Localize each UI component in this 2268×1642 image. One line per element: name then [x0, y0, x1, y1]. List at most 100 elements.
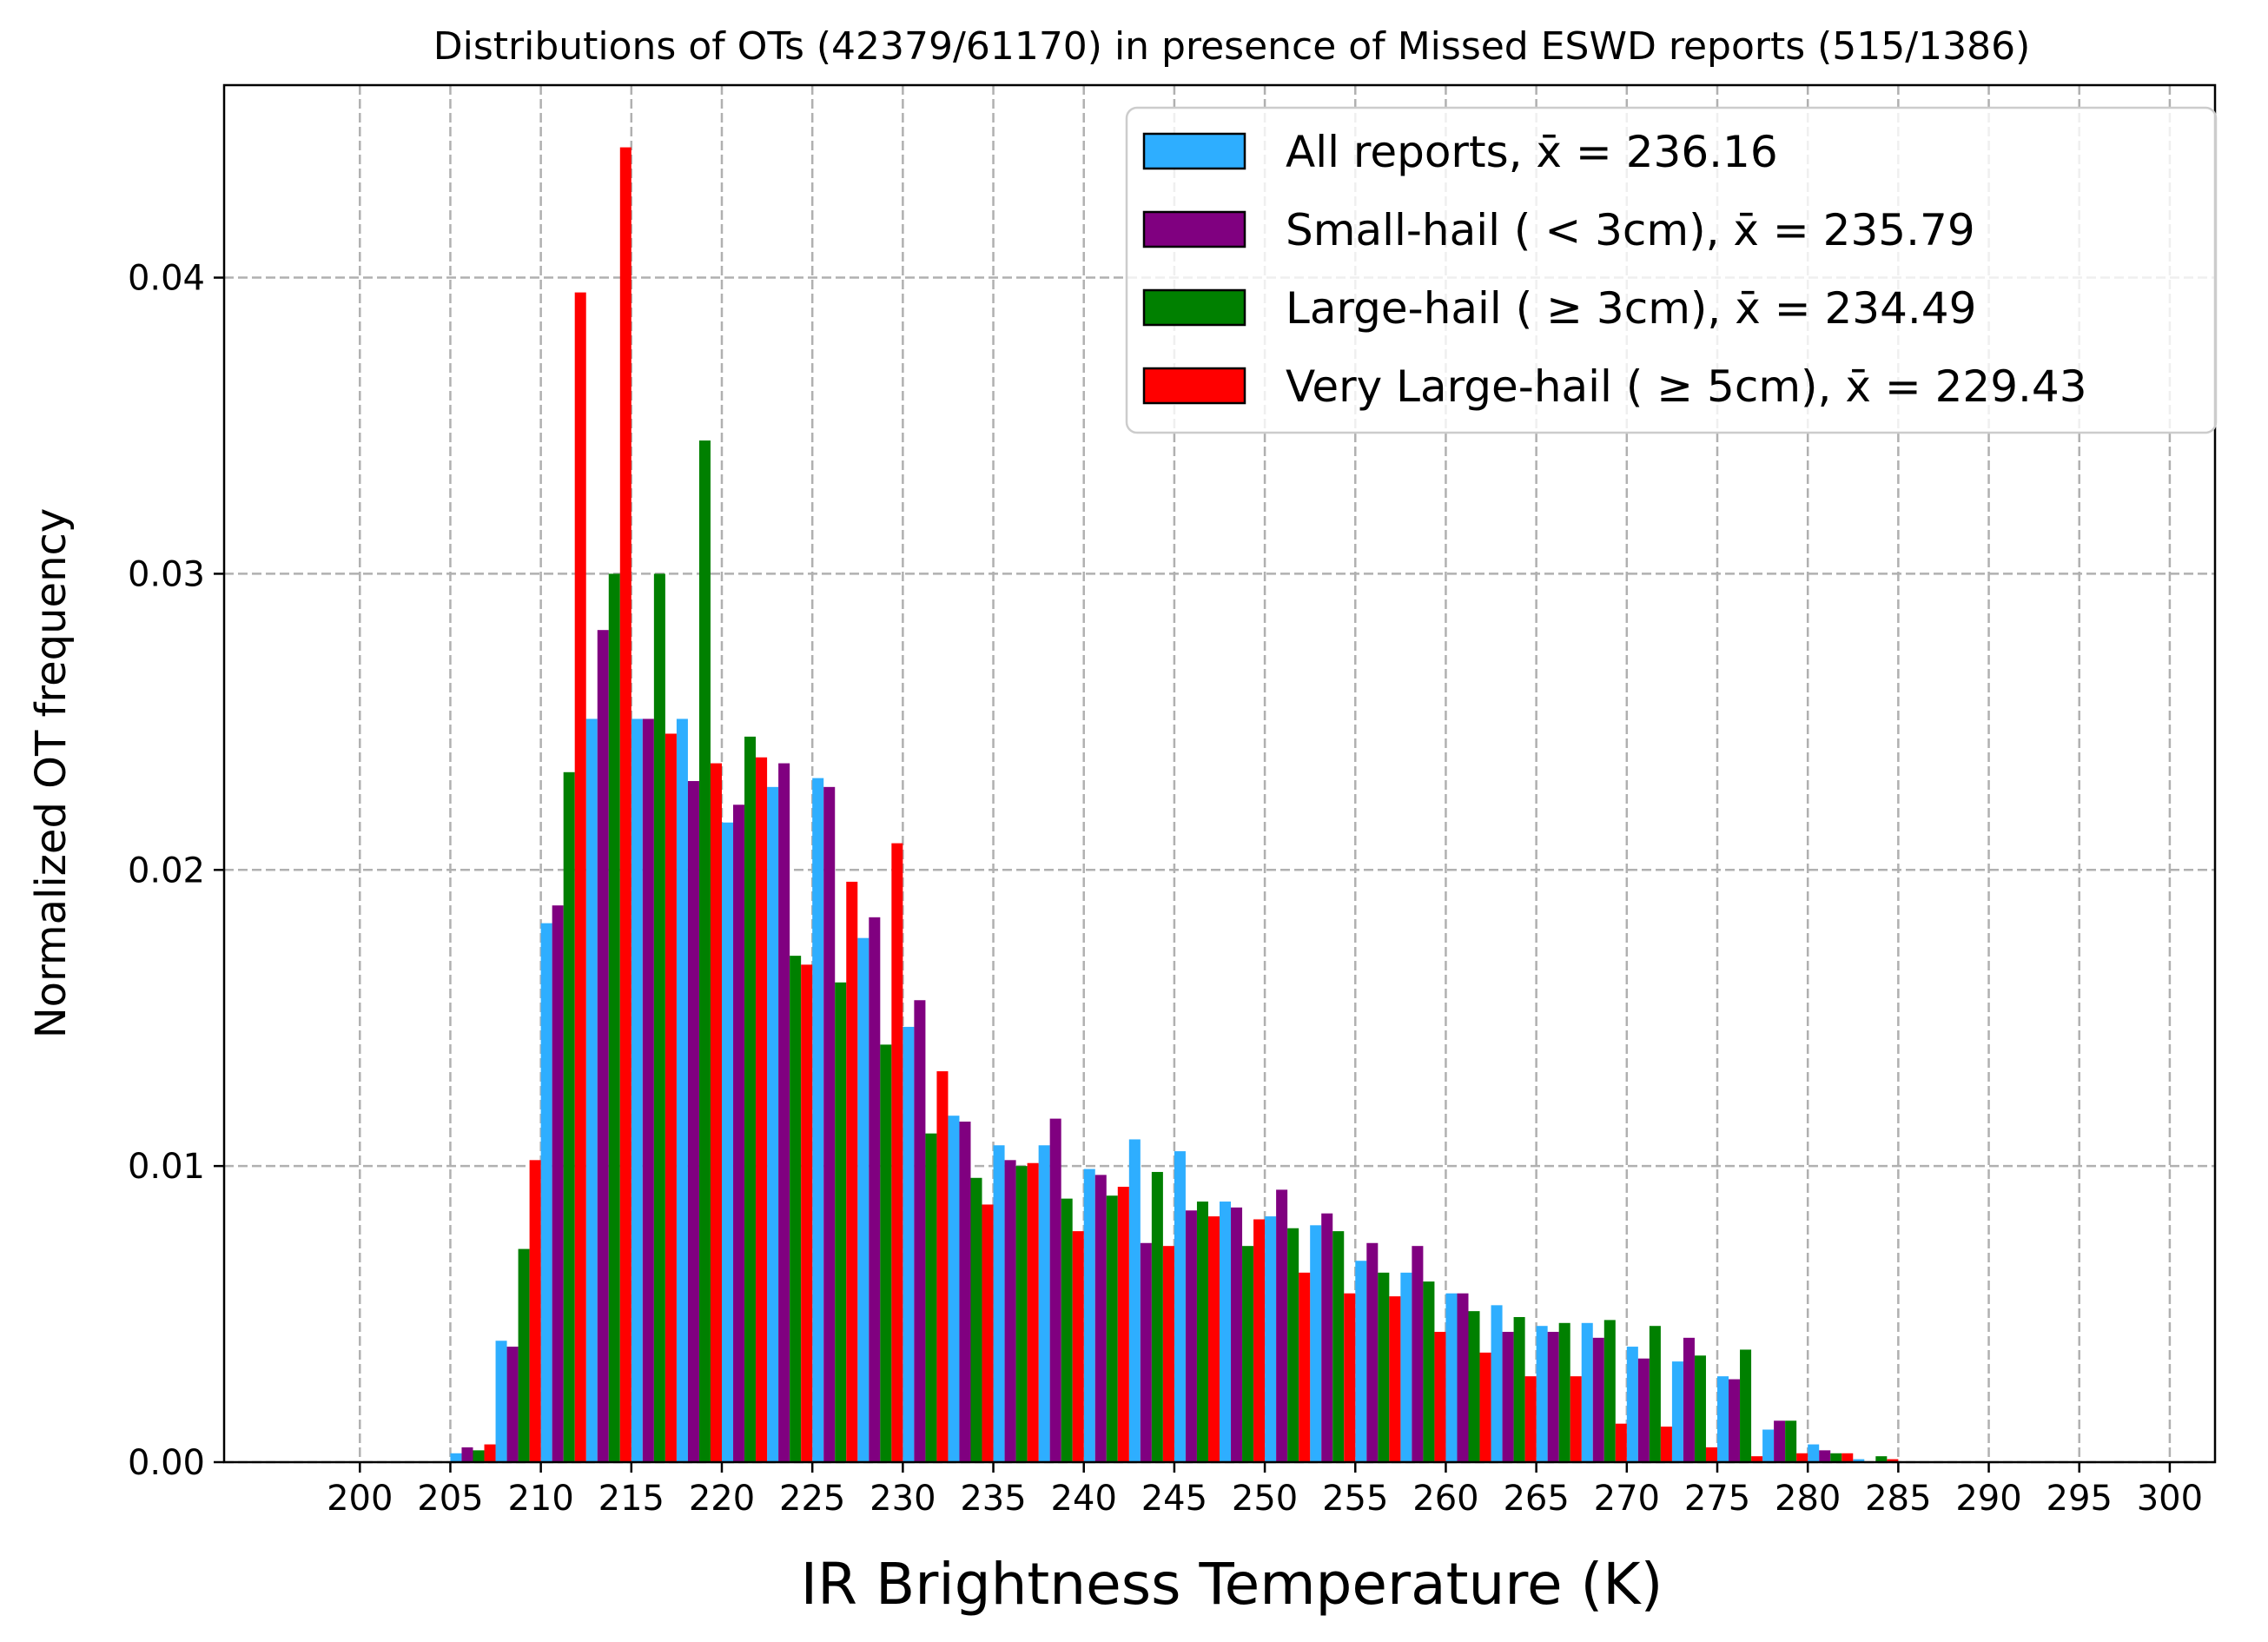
- legend-label: Large-hail ( ≥ 3cm), x̄ = 234.49: [1286, 283, 1976, 334]
- bar-all-reports: [1220, 1202, 1232, 1462]
- legend-swatch: [1142, 367, 1246, 405]
- bar-large-hail: [1694, 1355, 1706, 1462]
- x-axis-label: IR Brightness Temperature (K): [801, 1551, 1663, 1618]
- bar-small-hail: [959, 1122, 971, 1462]
- x-tick-label: 270: [1594, 1479, 1660, 1519]
- y-tick-label: 0.02: [128, 851, 205, 891]
- bar-very-large-hail: [1162, 1246, 1174, 1462]
- bar-small-hail: [1321, 1213, 1333, 1462]
- bar-very-large-hail: [710, 763, 722, 1462]
- legend-label: Small-hail ( < 3cm), x̄ = 235.79: [1286, 205, 1975, 255]
- bar-large-hail: [1785, 1420, 1797, 1462]
- x-tick-label: 295: [2046, 1479, 2113, 1519]
- x-tick-label: 265: [1503, 1479, 1569, 1519]
- bar-all-reports: [1083, 1169, 1095, 1462]
- bar-all-reports: [540, 923, 552, 1462]
- bar-all-reports: [722, 822, 734, 1462]
- bar-all-reports: [1536, 1326, 1548, 1462]
- bar-large-hail: [1740, 1349, 1752, 1462]
- bar-large-hail: [473, 1450, 485, 1462]
- plot-frame: [222, 83, 2217, 1464]
- bar-large-hail: [1513, 1316, 1525, 1462]
- bar-large-hail: [925, 1133, 937, 1462]
- bar-very-large-hail: [1389, 1296, 1401, 1462]
- y-axis-ticks: 0.00 0.01 0.02 0.03 0.04: [128, 259, 224, 1483]
- legend-swatch: [1142, 132, 1246, 170]
- bar-large-hail: [1875, 1456, 1888, 1462]
- bar-small-hail: [506, 1347, 519, 1462]
- bar-very-large-hail: [846, 881, 858, 1462]
- bar-very-large-hail: [1434, 1332, 1446, 1462]
- bar-very-large-hail: [1253, 1219, 1266, 1462]
- y-axis-label: Normalized OT frequency: [27, 508, 76, 1039]
- bar-small-hail: [642, 718, 654, 1462]
- bar-all-reports: [857, 937, 870, 1462]
- bar-small-hail: [823, 786, 836, 1462]
- bar-very-large-hail: [1479, 1352, 1491, 1462]
- bar-small-hail: [687, 781, 699, 1462]
- bar-large-hail: [1061, 1198, 1073, 1462]
- bar-small-hail: [1231, 1207, 1243, 1462]
- bar-small-hail: [1592, 1337, 1604, 1462]
- x-tick-label: 275: [1684, 1479, 1750, 1519]
- legend-label: Very Large-hail ( ≥ 5cm), x̄ = 229.43: [1286, 361, 2087, 412]
- bar-large-hail: [608, 573, 620, 1462]
- bar-large-hail: [653, 573, 665, 1462]
- bar-all-reports: [1808, 1444, 1820, 1462]
- bar-very-large-hail: [1842, 1453, 1854, 1462]
- bar-small-hail: [552, 905, 564, 1462]
- bar-all-reports: [767, 786, 779, 1462]
- bar-small-hail: [1276, 1189, 1288, 1462]
- bar-small-hail: [1502, 1332, 1514, 1462]
- bar-all-reports: [948, 1116, 960, 1462]
- bar-large-hail: [1649, 1326, 1661, 1462]
- bar-very-large-hail: [936, 1071, 949, 1462]
- bar-small-hail: [1457, 1293, 1469, 1462]
- bar-small-hail: [1729, 1379, 1741, 1462]
- bar-very-large-hail: [1207, 1216, 1220, 1462]
- bar-all-reports: [1445, 1293, 1458, 1462]
- bar-all-reports: [676, 718, 688, 1462]
- bars: [450, 147, 1899, 1463]
- bar-very-large-hail: [574, 292, 586, 1462]
- bar-very-large-hail: [1570, 1376, 1582, 1462]
- bar-small-hail: [778, 763, 790, 1462]
- bar-all-reports: [1581, 1322, 1593, 1462]
- bar-very-large-hail: [1705, 1447, 1717, 1462]
- bar-all-reports: [495, 1341, 507, 1462]
- bar-all-reports: [1717, 1376, 1729, 1462]
- bar-very-large-hail: [1887, 1459, 1899, 1462]
- bar-all-reports: [1762, 1429, 1775, 1462]
- bar-all-reports: [1038, 1145, 1050, 1462]
- bar-large-hail: [880, 1044, 892, 1462]
- bar-very-large-hail: [1751, 1456, 1763, 1462]
- bar-large-hail: [1196, 1202, 1208, 1462]
- legend-swatch: [1142, 288, 1246, 327]
- bar-very-large-hail: [1117, 1187, 1129, 1462]
- bar-large-hail: [1332, 1231, 1345, 1462]
- bar-large-hail: [970, 1177, 982, 1462]
- y-tick-label: 0.00: [128, 1443, 205, 1483]
- bar-large-hail: [1558, 1322, 1570, 1462]
- bar-very-large-hail: [619, 147, 631, 1462]
- x-tick-label: 200: [327, 1479, 393, 1519]
- bar-small-hail: [1819, 1450, 1831, 1462]
- y-tick-label: 0.01: [128, 1147, 205, 1187]
- bar-very-large-hail: [1796, 1453, 1808, 1462]
- bar-all-reports: [1626, 1347, 1638, 1462]
- bar-small-hail: [461, 1447, 473, 1462]
- x-tick-label: 260: [1412, 1479, 1478, 1519]
- bar-very-large-hail: [1027, 1162, 1039, 1462]
- bar-all-reports: [631, 718, 643, 1462]
- y-tick-label: 0.03: [128, 554, 205, 594]
- bar-very-large-hail: [801, 964, 813, 1462]
- bar-large-hail: [1423, 1281, 1435, 1462]
- x-tick-label: 250: [1232, 1479, 1298, 1519]
- bar-all-reports: [1671, 1361, 1683, 1462]
- bar-small-hail: [1637, 1358, 1650, 1462]
- chart-title: Distributions of OTs (42379/61170) in pr…: [433, 24, 2031, 69]
- bar-large-hail: [790, 956, 802, 1462]
- bar-large-hail: [1830, 1453, 1842, 1462]
- bar-small-hail: [1547, 1332, 1559, 1462]
- bar-all-reports: [1491, 1305, 1503, 1462]
